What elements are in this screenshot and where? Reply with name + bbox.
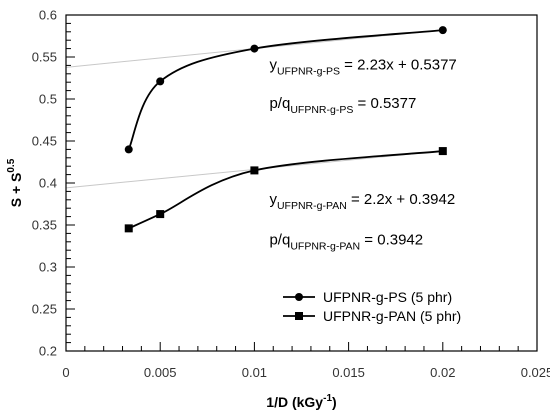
- series-line: [128, 150, 443, 230]
- series-1: [124, 26, 447, 154]
- x-tick-label: 0.025: [521, 365, 550, 380]
- equation-prefix: p/q: [269, 231, 290, 248]
- y-tick-label: 0.45: [32, 134, 57, 149]
- fit-equation: p/qUFPNR-g-PS = 0.5377: [269, 95, 416, 116]
- x-axis-title-close: ): [332, 394, 337, 410]
- data-point: [124, 145, 133, 154]
- legend-item: UFPNR-g-PS (5 phr): [283, 289, 452, 305]
- equation-value: = 0.5377: [353, 95, 416, 112]
- x-axis-title-main: 1/D (kGy: [266, 394, 323, 410]
- x-axis-title: 1/D (kGy-1): [266, 393, 336, 410]
- data-point: [250, 44, 259, 53]
- fit-equation: yUFPNR-g-PS = 2.23x + 0.5377: [269, 57, 456, 78]
- x-tick-label: 0.005: [144, 365, 177, 380]
- series-2: [124, 147, 447, 233]
- data-point: [156, 210, 165, 219]
- y-tick-label: 0.25: [32, 302, 57, 317]
- legend-marker: [295, 293, 303, 301]
- data-point: [156, 77, 165, 86]
- equation-subscript: UFPNR-g-PS: [290, 104, 353, 116]
- y-tick-label: 0.6: [39, 8, 57, 23]
- series-line: [127, 29, 443, 150]
- data-point: [438, 147, 447, 156]
- y-axis-title: S + S0.5: [6, 158, 24, 207]
- legend-label: UFPNR-g-PAN (5 phr): [323, 308, 461, 324]
- x-axis-title-sup: -1: [323, 393, 332, 404]
- fit-equation: yUFPNR-g-PAN = 2.2x + 0.3942: [269, 191, 455, 212]
- axis-ticks: 0 0.005 0.01 0.015 0.02 0.025 0.2 0.25 0.3 0.35 0.…: [32, 8, 550, 381]
- y-tick-label: 0.2: [39, 344, 57, 359]
- y-tick-label: 0.5: [39, 92, 57, 107]
- equation-value: = 2.23x + 0.5377: [340, 57, 457, 74]
- equation-subscript: UFPNR-g-PAN: [290, 240, 360, 252]
- y-tick-label: 0.35: [32, 218, 57, 233]
- fit-equations: yUFPNR-g-PS = 2.23x + 0.5377p/qUFPNR-g-P…: [269, 57, 456, 253]
- y-tick-label: 0.4: [39, 176, 57, 191]
- x-tick-label: 0: [62, 365, 69, 380]
- y-axis-title-sup: 0.5: [6, 158, 17, 172]
- y-axis-title-main: S + S: [8, 173, 24, 208]
- equation-prefix: y: [269, 57, 277, 74]
- x-tick-label: 0.02: [430, 365, 455, 380]
- x-tick-label: 0.015: [332, 365, 365, 380]
- data-point: [438, 26, 447, 35]
- legend-label: UFPNR-g-PS (5 phr): [323, 289, 452, 305]
- legend: UFPNR-g-PS (5 phr) UFPNR-g-PAN (5 phr): [283, 289, 461, 324]
- equation-subscript: UFPNR-g-PAN: [277, 200, 347, 212]
- data-point: [250, 166, 259, 175]
- data-point: [124, 224, 133, 233]
- equation-value: = 2.2x + 0.3942: [347, 191, 455, 208]
- series-layer: [124, 26, 447, 233]
- y-tick-label: 0.3: [39, 260, 57, 275]
- equation-subscript: UFPNR-g-PS: [277, 66, 340, 78]
- y-tick-label: 0.55: [32, 50, 57, 65]
- equation-value: = 0.3942: [360, 231, 423, 248]
- legend-item: UFPNR-g-PAN (5 phr): [283, 308, 461, 324]
- fit-equation: p/qUFPNR-g-PAN = 0.3942: [269, 231, 423, 252]
- equation-prefix: p/q: [269, 95, 290, 112]
- x-tick-label: 0.01: [242, 365, 267, 380]
- equation-prefix: y: [269, 191, 277, 208]
- legend-marker: [295, 312, 303, 320]
